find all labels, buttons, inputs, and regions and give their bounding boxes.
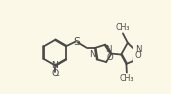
Text: N: N	[51, 61, 58, 70]
Text: N: N	[90, 50, 96, 59]
Text: +: +	[55, 62, 60, 67]
Text: CH₃: CH₃	[116, 23, 130, 32]
Text: O: O	[51, 69, 59, 78]
Text: S: S	[73, 37, 80, 47]
Text: −: −	[55, 72, 60, 77]
Text: O: O	[106, 53, 113, 62]
Text: CH₃: CH₃	[120, 74, 134, 83]
Text: O: O	[135, 51, 142, 60]
Text: N: N	[135, 45, 142, 54]
Text: N: N	[106, 45, 112, 54]
